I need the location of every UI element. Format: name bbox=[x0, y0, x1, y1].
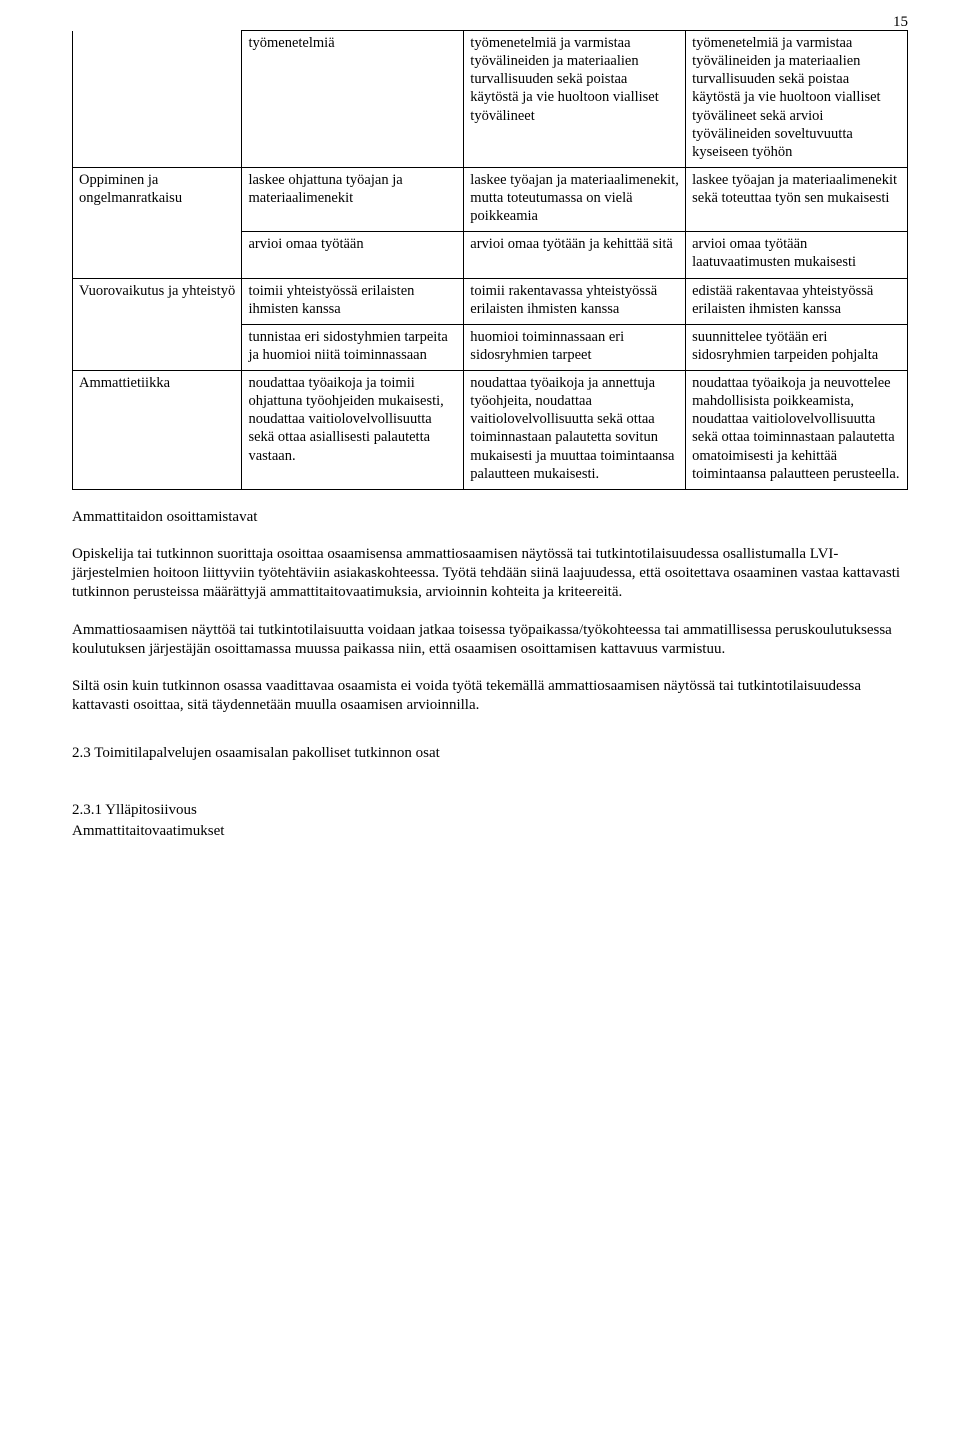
criteria-cell: edistää rakentavaa yhteistyössä erilaist… bbox=[686, 278, 908, 324]
criteria-cell: laskee työajan ja materiaalimenekit, mut… bbox=[464, 167, 686, 231]
table-row: Vuorovaikutus ja yhteistyötoimii yhteist… bbox=[73, 278, 908, 324]
criteria-cell: suunnittelee työtään eri sidosryhmien ta… bbox=[686, 324, 908, 370]
section-number: 2.3 Toimitilapalvelujen osaamisalan pako… bbox=[72, 745, 908, 762]
row-label-cell: Ammattietiikka bbox=[73, 371, 242, 490]
criteria-cell: tunnistaa eri sidostyhmien tarpeita ja h… bbox=[242, 324, 464, 370]
criteria-cell: työmenetelmiä ja varmistaa työvälineiden… bbox=[686, 31, 908, 168]
section-heading: Ammattitaidon osoittamistavat bbox=[72, 508, 908, 527]
table-row: Ammattietiikkanoudattaa työaikoja ja toi… bbox=[73, 371, 908, 490]
row-label-cell: Oppiminen ja ongelmanratkaisu bbox=[73, 167, 242, 278]
criteria-cell: huomioi toiminnassaan eri sidosryhmien t… bbox=[464, 324, 686, 370]
page-number: 15 bbox=[893, 14, 908, 31]
paragraph: Siltä osin kuin tutkinnon osassa vaaditt… bbox=[72, 677, 908, 715]
criteria-cell: noudattaa työaikoja ja neuvottelee mahdo… bbox=[686, 371, 908, 490]
criteria-cell: toimii yhteistyössä erilaisten ihmisten … bbox=[242, 278, 464, 324]
criteria-cell: arvioi omaa työtään bbox=[242, 232, 464, 278]
criteria-cell: arvioi omaa työtään ja kehittää sitä bbox=[464, 232, 686, 278]
paragraph: Opiskelija tai tutkinnon suorittaja osoi… bbox=[72, 545, 908, 603]
criteria-cell: arvioi omaa työtään laatuvaatimusten muk… bbox=[686, 232, 908, 278]
subsection-title: Ammattitaitovaatimukset bbox=[72, 823, 908, 840]
criteria-cell: työmenetelmiä bbox=[242, 31, 464, 168]
criteria-cell: laskee työajan ja materiaalimenekit sekä… bbox=[686, 167, 908, 231]
table-row: työmenetelmiätyömenetelmiä ja varmistaa … bbox=[73, 31, 908, 168]
paragraph: Ammattiosaamisen näyttöä tai tutkintotil… bbox=[72, 621, 908, 659]
criteria-cell: laskee ohjattuna työajan ja materiaalime… bbox=[242, 167, 464, 231]
criteria-cell: toimii rakentavassa yhteistyössä erilais… bbox=[464, 278, 686, 324]
criteria-cell: noudattaa työaikoja ja toimii ohjattuna … bbox=[242, 371, 464, 490]
criteria-cell: työmenetelmiä ja varmistaa työvälineiden… bbox=[464, 31, 686, 168]
criteria-table: työmenetelmiätyömenetelmiä ja varmistaa … bbox=[72, 30, 908, 490]
row-label-cell bbox=[73, 31, 242, 168]
criteria-cell: noudattaa työaikoja ja annettuja työohje… bbox=[464, 371, 686, 490]
page: 15 työmenetelmiätyömenetelmiä ja varmist… bbox=[0, 0, 960, 1431]
table-row: Oppiminen ja ongelmanratkaisulaskee ohja… bbox=[73, 167, 908, 231]
row-label-cell: Vuorovaikutus ja yhteistyö bbox=[73, 278, 242, 371]
subsection-number: 2.3.1 Ylläpitosiivous bbox=[72, 802, 908, 819]
